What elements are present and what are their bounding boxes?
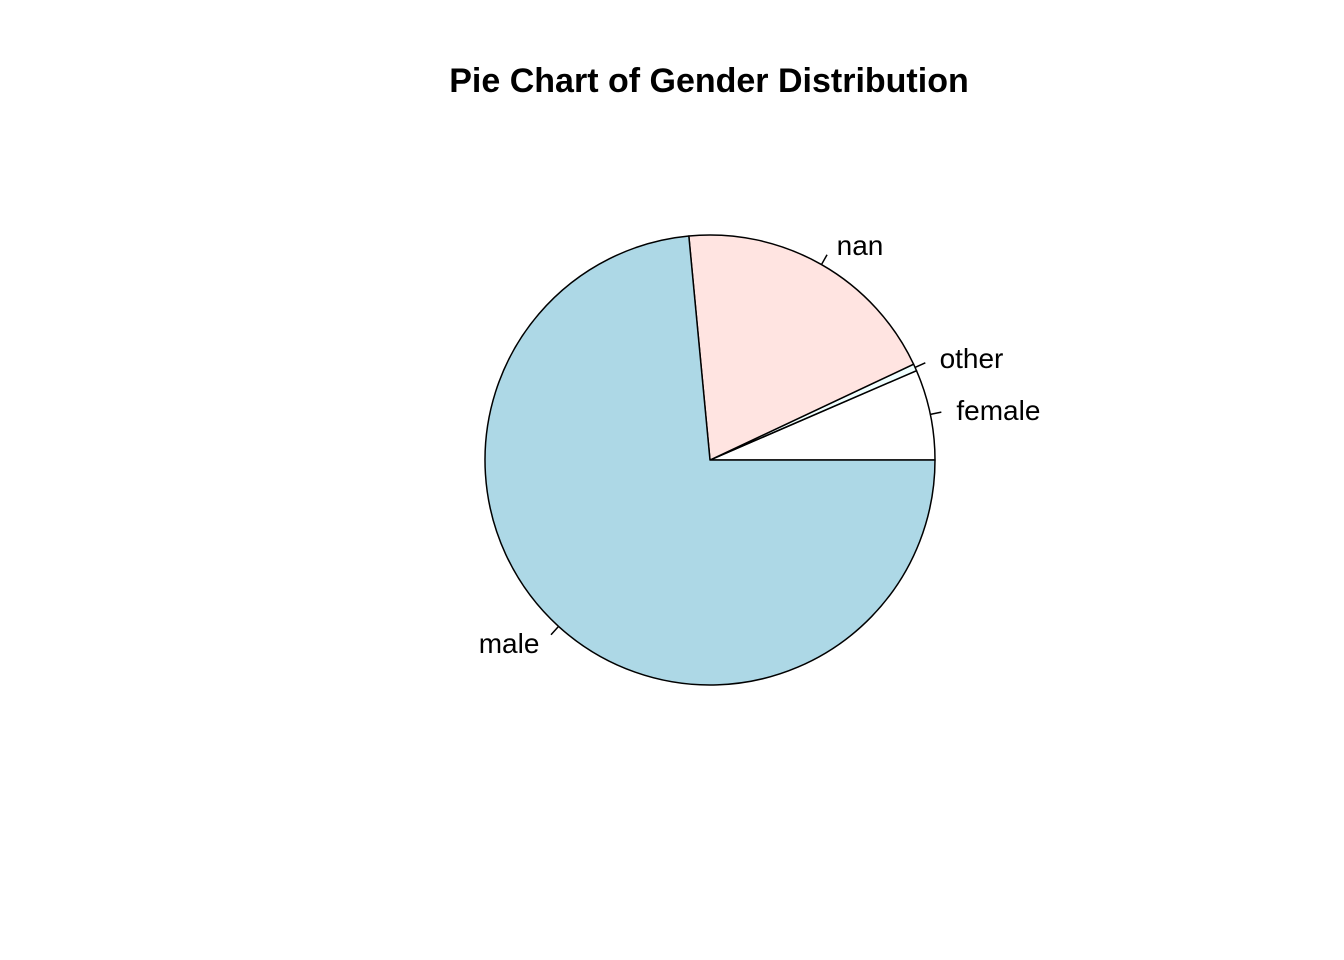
slice-labels: female other nan male [479, 230, 1041, 659]
slice-label-nan: nan [837, 230, 884, 261]
slice-label-other: other [940, 343, 1004, 374]
pie-slices [484, 234, 936, 686]
label-tick-female [930, 411, 942, 416]
label-tick-male [550, 625, 560, 636]
label-tick-nan [820, 254, 828, 265]
slice-label-male: male [479, 628, 540, 659]
pie-slice-male [484, 235, 936, 686]
pie-slice-nan [688, 234, 915, 461]
slice-label-female: female [956, 395, 1040, 426]
label-ticks [550, 254, 942, 636]
label-tick-other [914, 362, 926, 369]
chart-title: Pie Chart of Gender Distribution [449, 62, 968, 100]
